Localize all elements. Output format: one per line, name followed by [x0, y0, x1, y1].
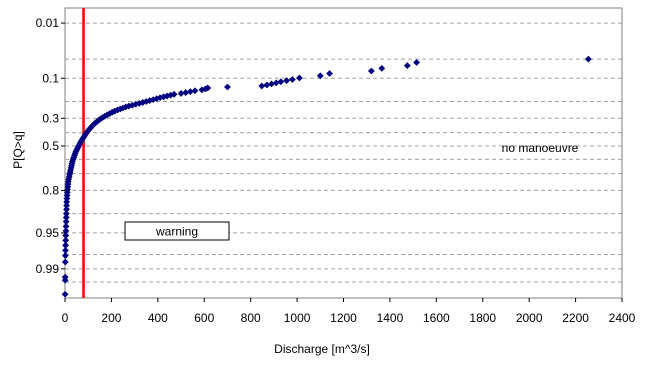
y-tick-label: 0.3 — [42, 111, 59, 125]
data-point — [289, 76, 296, 83]
data-point — [116, 105, 124, 113]
data-point — [62, 227, 70, 235]
data-point — [61, 252, 69, 259]
data-point — [403, 62, 411, 69]
data-point — [202, 85, 209, 93]
x-tick-label: 1000 — [284, 311, 311, 325]
annotation-no-manoeuvre: no manoeuvre — [502, 141, 579, 155]
y-tick-label: 0.99 — [36, 262, 60, 276]
data-point — [149, 96, 157, 104]
data-point — [61, 276, 69, 284]
data-point — [62, 210, 70, 218]
data-point — [316, 72, 324, 80]
data-point — [263, 81, 271, 89]
data-point — [63, 205, 70, 213]
data-point — [272, 79, 280, 87]
data-point — [182, 89, 190, 96]
data-point — [367, 67, 375, 75]
data-point — [62, 236, 70, 244]
x-tick-label: 2000 — [516, 311, 543, 325]
x-tick-label: 800 — [241, 311, 261, 325]
data-point — [62, 218, 70, 226]
y-axis-label: P[Q>q] — [11, 131, 25, 169]
data-point — [191, 87, 199, 95]
plot-area — [64, 7, 623, 299]
data-point — [63, 198, 71, 206]
data-point — [139, 99, 147, 106]
data-point — [277, 78, 285, 86]
x-tick-label: 2200 — [562, 311, 589, 325]
data-point — [163, 92, 171, 100]
y-tick-label: 0.5 — [42, 139, 59, 153]
data-point — [61, 258, 69, 266]
data-point — [283, 77, 291, 85]
data-point — [99, 113, 107, 121]
data-point — [61, 290, 69, 298]
data-point — [198, 86, 206, 94]
data-point — [268, 80, 275, 88]
data-point — [160, 93, 168, 101]
y-tick-label: 0.01 — [36, 16, 60, 30]
x-tick-label: 400 — [148, 311, 168, 325]
grid-lines — [65, 22, 622, 283]
data-point — [326, 70, 333, 77]
data-point — [258, 82, 266, 90]
data-point — [63, 195, 71, 202]
y-tick-label: 0.1 — [42, 71, 59, 85]
data-point — [186, 88, 194, 96]
data-point — [63, 202, 71, 209]
x-axis-ticks: 0 200 400 600 800 1000 1200 1400 1600 1800 2000 220… — [62, 298, 636, 325]
data-point — [128, 101, 136, 109]
data-point — [62, 241, 69, 249]
y-tick-label: 0.8 — [42, 183, 59, 197]
x-tick-label: 600 — [194, 311, 214, 325]
warning-box — [124, 221, 230, 241]
x-tick-label: 1600 — [423, 311, 450, 325]
data-point — [378, 65, 386, 72]
data-point — [146, 97, 154, 104]
data-point — [62, 232, 70, 239]
data-point — [62, 222, 70, 230]
data-point — [296, 74, 303, 82]
x-tick-label: 0 — [62, 311, 69, 325]
data-point — [177, 90, 185, 97]
y-axis-ticks: 0.01 0.1 0.3 0.5 0.8 0.95 0.99 — [36, 16, 65, 276]
data-point — [224, 83, 231, 91]
x-tick-label: 1200 — [330, 311, 357, 325]
x-tick-label: 1400 — [377, 311, 404, 325]
y-tick-label: 0.95 — [36, 226, 60, 240]
annotation-warning: warning — [155, 225, 198, 239]
x-tick-label: 2400 — [609, 311, 636, 325]
data-points — [61, 55, 592, 298]
x-axis-label: Discharge [m^3/s] — [274, 342, 370, 356]
x-tick-label: 200 — [101, 311, 121, 325]
data-point — [106, 110, 113, 118]
data-point — [125, 102, 133, 110]
data-point — [413, 59, 421, 66]
x-tick-label: 1800 — [469, 311, 496, 325]
data-point — [584, 55, 592, 63]
data-point — [62, 247, 69, 254]
data-point — [62, 214, 70, 221]
data-point — [156, 94, 164, 102]
data-point — [142, 98, 150, 105]
